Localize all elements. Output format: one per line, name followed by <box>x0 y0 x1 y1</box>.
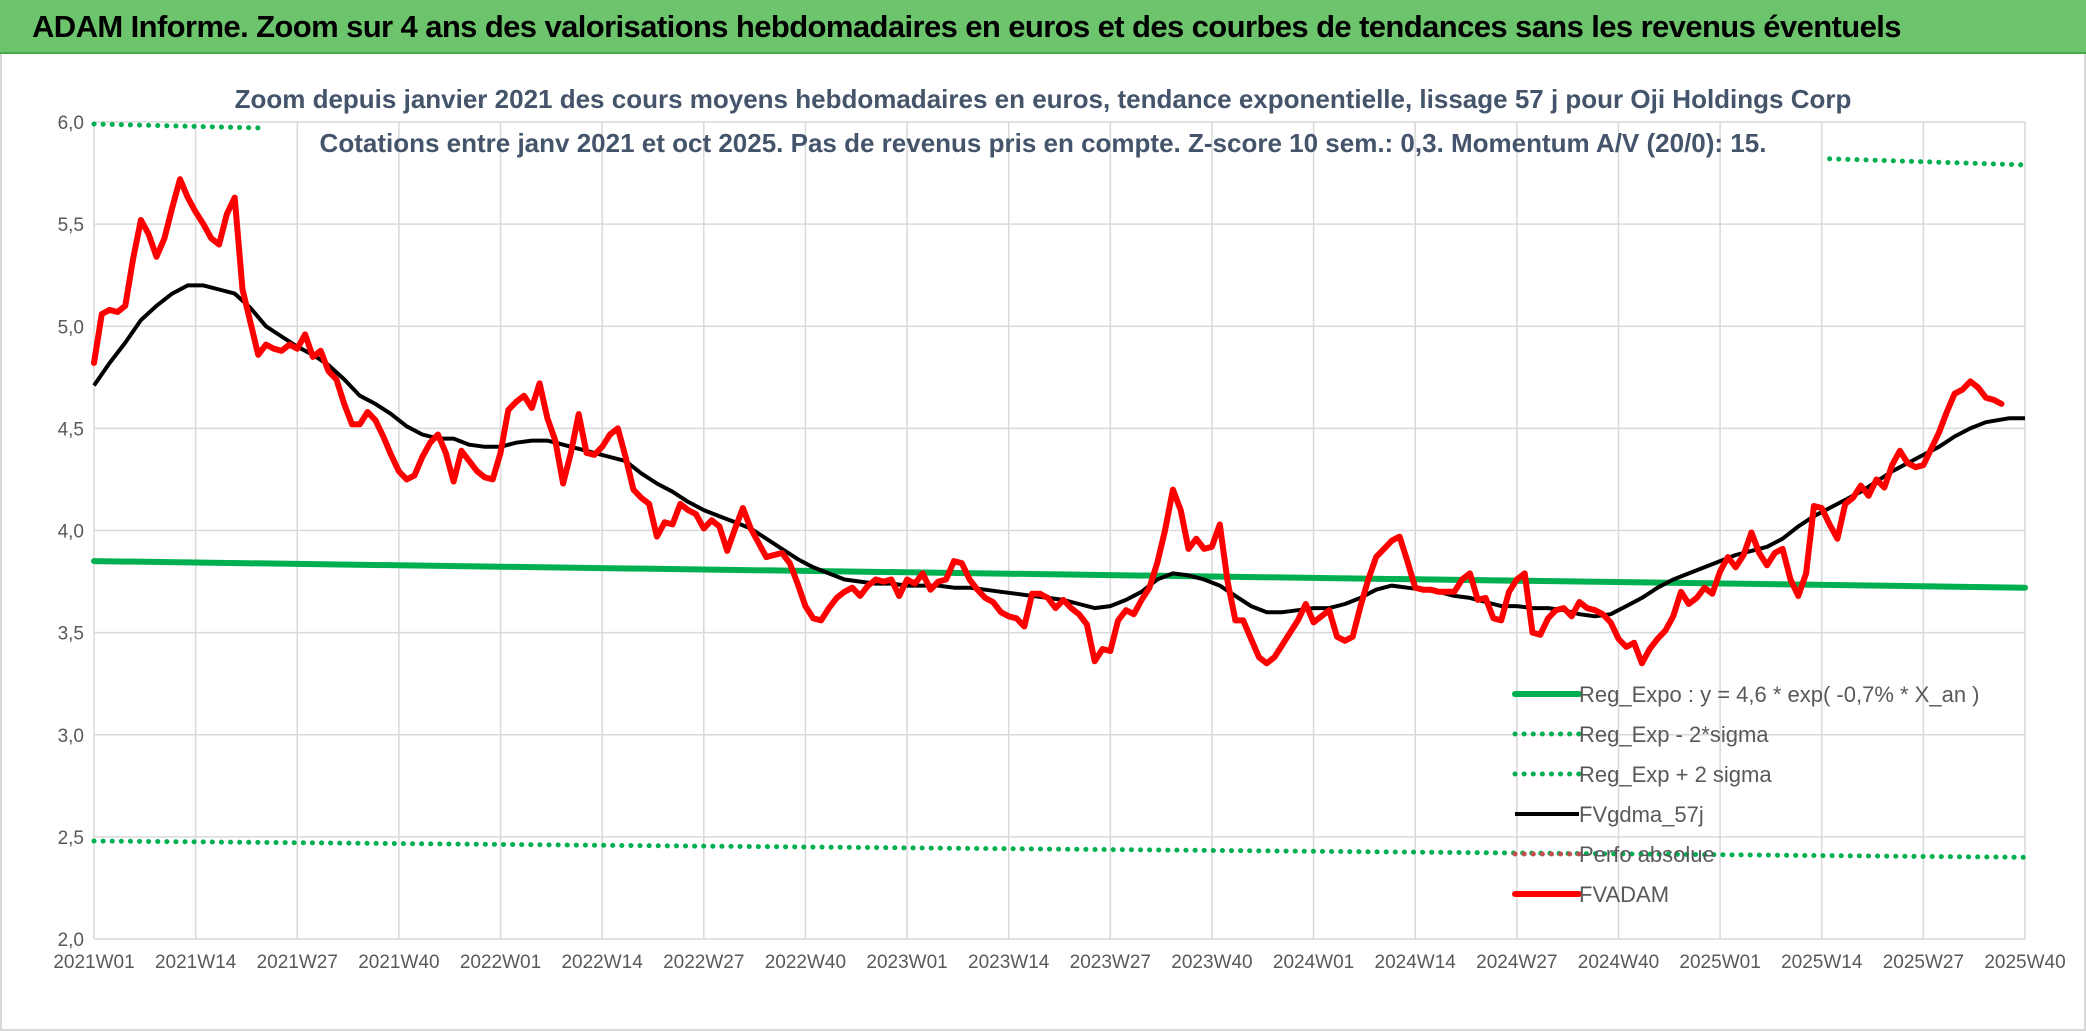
y-tick-label: 3,5 <box>58 624 84 645</box>
series-fvgdma-57j-line <box>92 283 2025 619</box>
chart-subtitle: Cotations entre janv 2021 et oct 2025. P… <box>320 128 1767 158</box>
legend-label: Reg_Expo : y = 4,6 * exp( -0,7% * X_an ) <box>1579 682 1980 707</box>
gridlines <box>93 121 2026 940</box>
x-tick-label: 2023W01 <box>866 952 947 973</box>
x-tick-label: 2023W27 <box>1070 952 1151 973</box>
x-tick-label: 2025W27 <box>1883 952 1964 973</box>
y-tick-label: 6,0 <box>58 113 84 134</box>
x-tick-label: 2021W27 <box>257 952 338 973</box>
y-tick-label: 3,0 <box>58 726 84 747</box>
tick-labels: 2,0 2,5 3,0 3,5 4,0 4,5 5,0 5,5 6,0 2021W01 2021W1… <box>53 113 2065 973</box>
series-reg-exp-2-sigma-line <box>91 838 2028 860</box>
x-tick-label: 2025W01 <box>1679 952 1760 973</box>
y-tick-label: 2,5 <box>58 828 84 849</box>
y-tick-label: 2,0 <box>58 930 84 951</box>
x-tick-label: 2025W14 <box>1781 952 1863 973</box>
y-tick-label: 4,5 <box>58 419 84 440</box>
report-title: ADAM Informe. Zoom sur 4 ans des valoris… <box>32 9 1902 44</box>
x-tick-label: 2024W14 <box>1375 952 1457 973</box>
legend-label: FVgdma_57j <box>1579 802 1704 827</box>
x-tick-label: 2021W40 <box>358 952 439 973</box>
chart-title: Zoom depuis janvier 2021 des cours moyen… <box>235 84 1852 114</box>
series-layer <box>91 121 2028 860</box>
x-tick-label: 2022W01 <box>460 952 541 973</box>
x-tick-label: 2024W01 <box>1273 952 1354 973</box>
x-tick-label: 2022W27 <box>663 952 744 973</box>
x-tick-label: 2021W14 <box>155 952 237 973</box>
x-tick-label: 2022W14 <box>561 952 643 973</box>
legend: Reg_Expo : y = 4,6 * exp( -0,7% * X_an )… <box>1512 682 1980 907</box>
x-tick-label: 2021W01 <box>53 952 134 973</box>
legend-label: Reg_Exp - 2*sigma <box>1579 722 1769 747</box>
x-tick-label: 2023W40 <box>1171 952 1252 973</box>
x-tick-label: 2022W40 <box>765 952 846 973</box>
series-reg-expo-y-4-6-exp-0-7-x-an-line <box>91 558 2028 591</box>
x-tick-label: 2023W14 <box>968 952 1050 973</box>
legend-label: FVADAM <box>1579 882 1669 907</box>
series-reg-exp-2-sigma-line <box>1827 156 2028 168</box>
x-tick-label: 2024W27 <box>1476 952 1557 973</box>
report-banner: ADAM Informe. Zoom sur 4 ans des valoris… <box>0 0 2086 54</box>
legend-label: Reg_Exp + 2 sigma <box>1579 762 1772 787</box>
x-tick-label: 2024W40 <box>1578 952 1659 973</box>
x-tick-label: 2025W40 <box>1984 952 2065 973</box>
legend-label: Perfo absolue <box>1579 842 1715 867</box>
series-reg-exp-2-sigma-line <box>91 121 269 131</box>
y-tick-label: 5,0 <box>58 317 84 338</box>
y-tick-label: 4,0 <box>58 522 84 543</box>
y-tick-label: 5,5 <box>58 215 84 236</box>
series-fvadam-line <box>91 176 2005 667</box>
